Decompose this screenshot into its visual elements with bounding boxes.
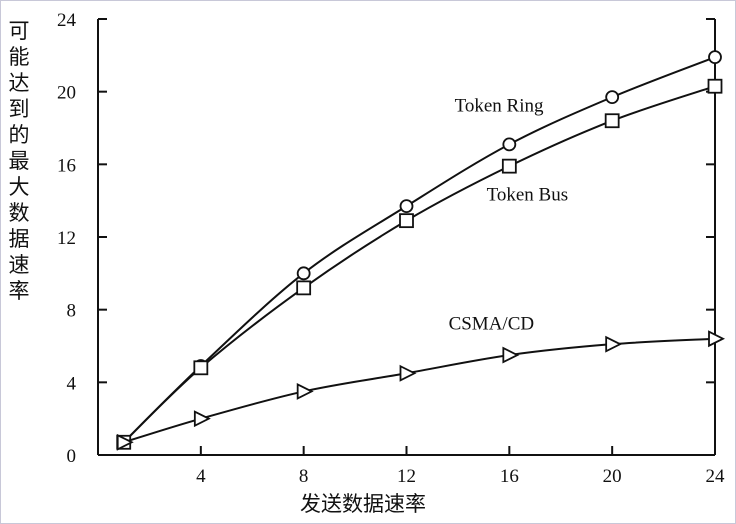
x-tick-label: 16 [500,466,519,487]
token-ring-point [399,199,414,214]
csma-cd-point [193,410,211,428]
csma-cd-point [502,346,520,364]
token-bus-point [296,280,312,296]
x-tick-label: 8 [299,466,309,487]
csma-cd-label: CSMA/CD [449,314,535,335]
y-tick-label: 8 [67,301,77,322]
y-tick-label: 24 [57,10,77,31]
token-bus-point [193,360,209,376]
token-ring-point [502,137,517,152]
token-ring-point [708,50,722,65]
x-tick-label: 24 [706,466,726,487]
token-bus-point [707,78,723,94]
y-tick-label: 0 [67,446,77,467]
y-tick-label: 4 [67,373,77,394]
token-bus-point [604,113,620,129]
x-tick-label: 4 [196,466,206,487]
csma-cd-point [296,382,314,400]
token-bus-point [399,213,414,229]
x-axis-label: 发送数据速率 [300,492,426,516]
csma-cd-point [605,335,623,353]
token-bus-label: Token Bus [487,185,569,206]
token-ring-point [605,90,620,105]
csma-cd-point [116,433,134,451]
csma-cd-point [708,330,726,348]
y-tick-label: 16 [57,155,76,176]
token-ring-label: Token Ring [455,96,544,117]
y-tick-label: 12 [57,228,76,249]
y-axis-label: 可能达到的最大数据速率 [8,19,30,303]
x-tick-label: 20 [603,466,622,487]
token-bus-point [501,158,517,174]
token-bus-line [123,85,716,444]
token-ring-point [296,266,311,281]
x-tick-label: 12 [397,466,416,487]
y-tick-label: 20 [57,83,76,104]
csma-cd-point [399,364,417,382]
